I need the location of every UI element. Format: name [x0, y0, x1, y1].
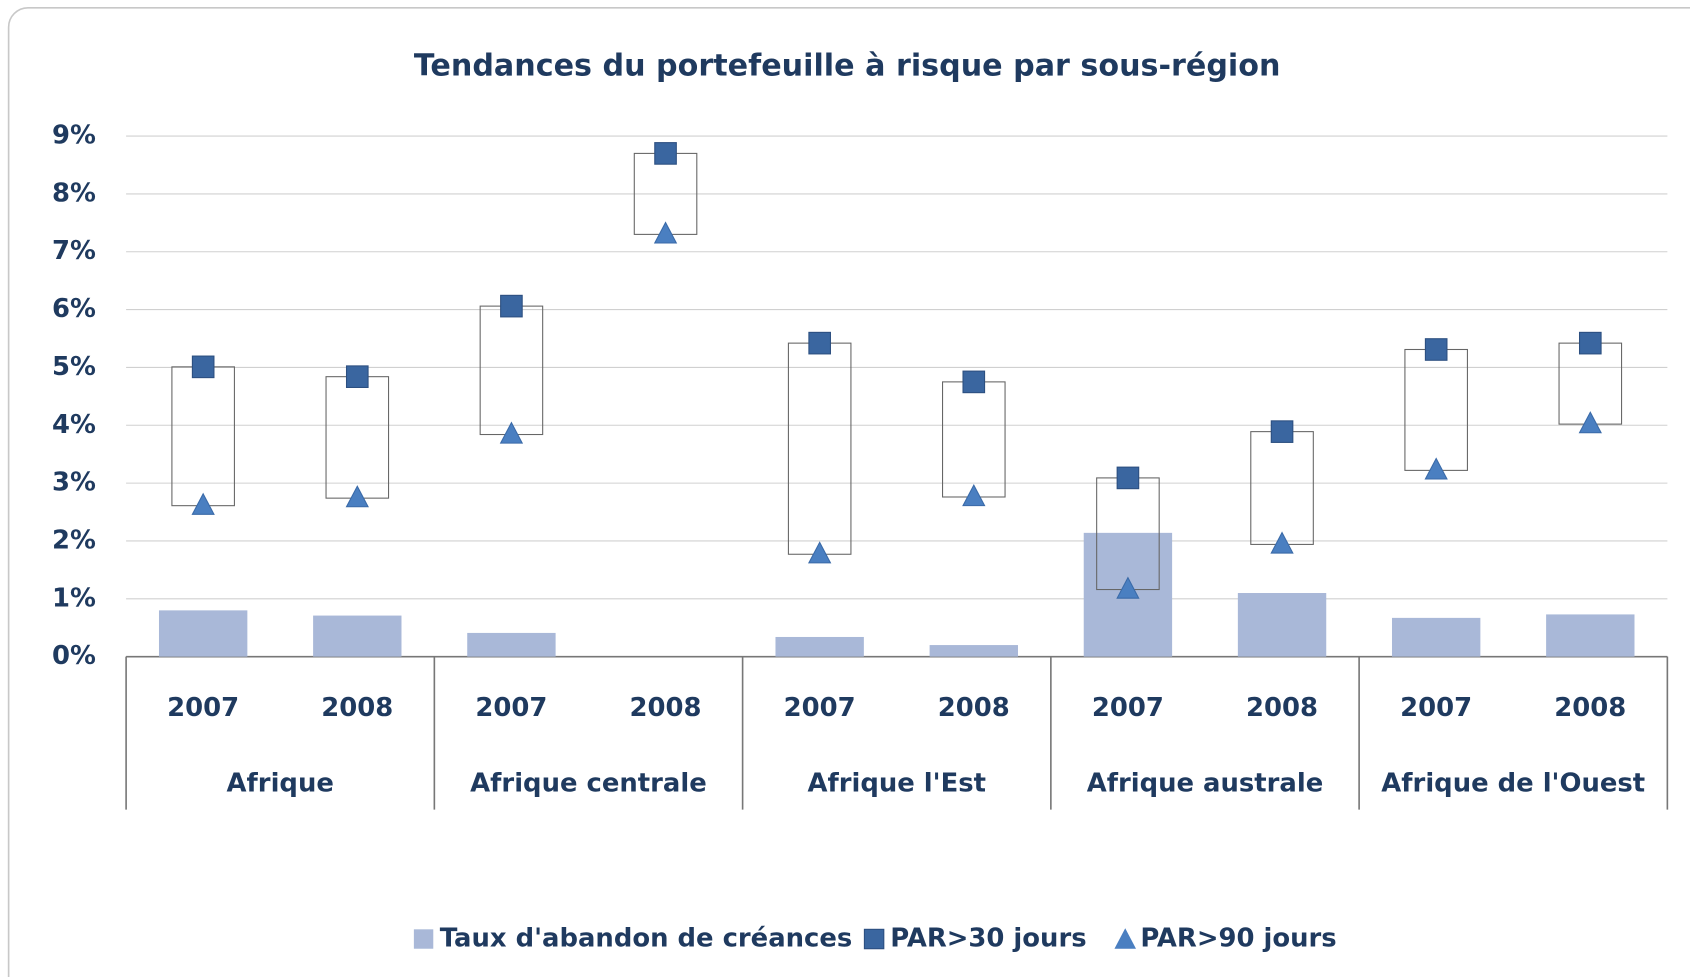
legend-swatch	[863, 928, 885, 950]
group-label: Afrique centrale	[470, 768, 707, 798]
group-label: Afrique	[227, 768, 334, 798]
square-marker	[1116, 466, 1140, 490]
x-tick-label: 2007	[1400, 693, 1472, 723]
legend-label: PAR>30 jours	[890, 924, 1086, 954]
triangle-marker	[191, 492, 215, 515]
triangle-marker	[1578, 411, 1602, 434]
y-tick-label: 3%	[52, 468, 96, 498]
square-marker	[808, 331, 831, 355]
square-marker	[500, 294, 523, 318]
triangle-marker	[653, 221, 678, 244]
square-marker	[1578, 331, 1602, 355]
chart-frame	[7, 6, 1690, 977]
triangle-marker	[808, 541, 832, 564]
group-label: Afrique australe	[1087, 768, 1324, 798]
x-tick-label: 2007	[167, 693, 239, 723]
legend-swatch	[1114, 928, 1137, 949]
x-tick-label: 2008	[630, 693, 702, 723]
square-marker	[345, 365, 369, 388]
group-label: Afrique de l'Ouest	[1381, 768, 1645, 798]
y-tick-label: 4%	[52, 410, 96, 440]
square-marker	[654, 142, 677, 165]
y-tick-label: 5%	[52, 352, 96, 382]
x-tick-label: 2008	[938, 693, 1010, 723]
y-tick-label: 9%	[52, 121, 96, 151]
x-tick-label: 2008	[321, 693, 393, 723]
bar	[929, 645, 1018, 657]
square-marker	[1424, 338, 1448, 361]
y-tick-label: 2%	[52, 525, 96, 555]
group-label: Afrique l'Est	[807, 768, 986, 798]
legend-swatch	[413, 929, 434, 949]
square-marker	[1270, 420, 1294, 443]
triangle-marker	[962, 483, 986, 507]
bar	[1391, 617, 1481, 657]
x-tick-label: 2008	[1246, 693, 1318, 723]
x-tick-label: 2007	[784, 693, 856, 723]
x-tick-label: 2007	[475, 693, 547, 723]
triangle-marker	[1116, 576, 1140, 599]
bar	[1546, 614, 1635, 657]
bar	[467, 632, 556, 657]
bar	[775, 636, 864, 657]
x-tick-label: 2008	[1554, 693, 1626, 723]
x-tick-label: 2007	[1092, 693, 1164, 723]
chart-title: Tendances du portefeuille à risque par s…	[414, 49, 1281, 84]
bar	[158, 610, 248, 657]
square-marker	[962, 370, 986, 394]
bar	[1237, 593, 1327, 657]
y-tick-label: 0%	[52, 641, 96, 671]
triangle-marker	[1424, 457, 1448, 480]
y-tick-label: 1%	[52, 583, 96, 613]
y-tick-label: 6%	[52, 294, 96, 324]
y-tick-label: 7%	[52, 236, 96, 266]
legend-label: Taux d'abandon de créances	[440, 924, 853, 954]
triangle-marker	[499, 421, 524, 444]
y-tick-label: 8%	[52, 178, 96, 208]
triangle-marker	[345, 485, 369, 508]
legend-label: PAR>90 jours	[1140, 924, 1336, 954]
bar	[313, 615, 402, 657]
triangle-marker	[1270, 531, 1294, 554]
square-marker	[191, 355, 215, 379]
